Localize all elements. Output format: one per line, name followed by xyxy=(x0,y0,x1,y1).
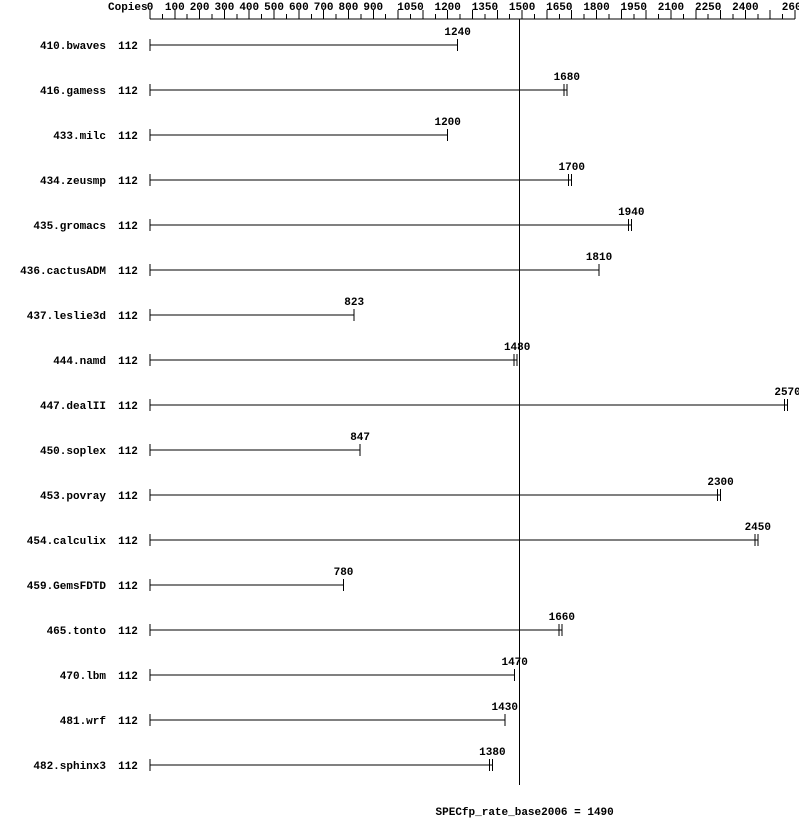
axis-tick-label: 1350 xyxy=(472,2,498,14)
axis-tick-label: 700 xyxy=(314,2,334,14)
axis-tick-label: 500 xyxy=(264,2,284,14)
benchmark-name: 434.zeusmp xyxy=(40,176,106,188)
axis-tick-label: 2100 xyxy=(658,2,684,14)
axis-tick-label: 900 xyxy=(363,2,383,14)
axis-tick-label: 0 xyxy=(147,2,154,14)
benchmark-copies: 112 xyxy=(118,446,138,458)
benchmark-value: 1240 xyxy=(444,27,470,39)
benchmark-name: 444.namd xyxy=(53,356,106,368)
benchmark-copies: 112 xyxy=(118,176,138,188)
benchmark-name: 437.leslie3d xyxy=(27,311,106,323)
benchmark-copies: 112 xyxy=(118,311,138,323)
benchmark-value: 1660 xyxy=(549,612,575,624)
benchmark-name: 454.calculix xyxy=(27,536,107,548)
benchmark-value: 1480 xyxy=(504,342,530,354)
benchmark-name: 470.lbm xyxy=(60,671,107,683)
benchmark-copies: 112 xyxy=(118,491,138,503)
benchmark-value: 823 xyxy=(344,297,364,309)
benchmark-copies: 112 xyxy=(118,356,138,368)
axis-tick-label: 400 xyxy=(239,2,259,14)
benchmark-copies: 112 xyxy=(118,626,138,638)
benchmark-copies: 112 xyxy=(118,401,138,413)
benchmark-copies: 112 xyxy=(118,671,138,683)
benchmark-name: 481.wrf xyxy=(60,716,107,728)
benchmark-copies: 112 xyxy=(118,761,138,773)
benchmark-name: 450.soplex xyxy=(40,446,106,458)
benchmark-value: 780 xyxy=(334,567,354,579)
axis-tick-label: 1200 xyxy=(434,2,460,14)
benchmark-value: 1810 xyxy=(586,252,612,264)
axis-tick-label: 1800 xyxy=(583,2,609,14)
benchmark-value: 847 xyxy=(350,432,370,444)
axis-tick-label: 300 xyxy=(215,2,235,14)
spec-chart: 0 100 200 300 400 500 600 700 800 900 1050 1200 1350… xyxy=(0,0,799,831)
benchmark-value: 1700 xyxy=(559,162,585,174)
axis-tick-label: 100 xyxy=(165,2,185,14)
benchmark-copies: 112 xyxy=(118,266,138,278)
axis-tick-label: 2250 xyxy=(695,2,721,14)
benchmark-value: 1940 xyxy=(618,207,644,219)
benchmark-name: 435.gromacs xyxy=(33,221,106,233)
copies-header: Copies xyxy=(108,2,148,14)
benchmark-value: 1680 xyxy=(554,72,580,84)
benchmark-copies: 112 xyxy=(118,86,138,98)
benchmark-copies: 112 xyxy=(118,41,138,53)
benchmark-name: 410.bwaves xyxy=(40,41,106,53)
benchmark-copies: 112 xyxy=(118,131,138,143)
benchmark-name: 459.GemsFDTD xyxy=(27,581,107,593)
benchmark-name: 447.dealII xyxy=(40,401,106,413)
axis-tick-label: 200 xyxy=(190,2,210,14)
benchmark-copies: 112 xyxy=(118,581,138,593)
benchmark-name: 453.povray xyxy=(40,491,106,503)
benchmark-value: 2570 xyxy=(774,387,799,399)
benchmark-value: 1430 xyxy=(492,702,518,714)
axis-tick-label: 800 xyxy=(339,2,359,14)
benchmark-copies: 112 xyxy=(118,536,138,548)
benchmark-name: 433.milc xyxy=(53,131,106,143)
benchmark-name: 436.cactusADM xyxy=(20,266,106,278)
baseline-label: SPECfp_rate_base2006 = 1490 xyxy=(436,807,614,819)
axis-tick-label: 2400 xyxy=(732,2,758,14)
benchmark-copies: 112 xyxy=(118,716,138,728)
axis-tick-label: 1500 xyxy=(509,2,535,14)
axis-tick-label: 600 xyxy=(289,2,309,14)
axis-tick-label: 1050 xyxy=(397,2,423,14)
benchmark-value: 1200 xyxy=(434,117,460,129)
axis-tick-label: 1650 xyxy=(546,2,572,14)
benchmark-copies: 112 xyxy=(118,221,138,233)
benchmark-value: 2450 xyxy=(745,522,771,534)
benchmark-name: 416.gamess xyxy=(40,86,106,98)
benchmark-value: 2300 xyxy=(707,477,733,489)
axis-tick-label: 1950 xyxy=(621,2,647,14)
axis-tick-label: 2600 xyxy=(782,2,799,14)
benchmark-value: 1380 xyxy=(479,747,505,759)
benchmark-name: 482.sphinx3 xyxy=(33,761,106,773)
benchmark-value: 1470 xyxy=(501,657,527,669)
benchmark-name: 465.tonto xyxy=(47,626,107,638)
